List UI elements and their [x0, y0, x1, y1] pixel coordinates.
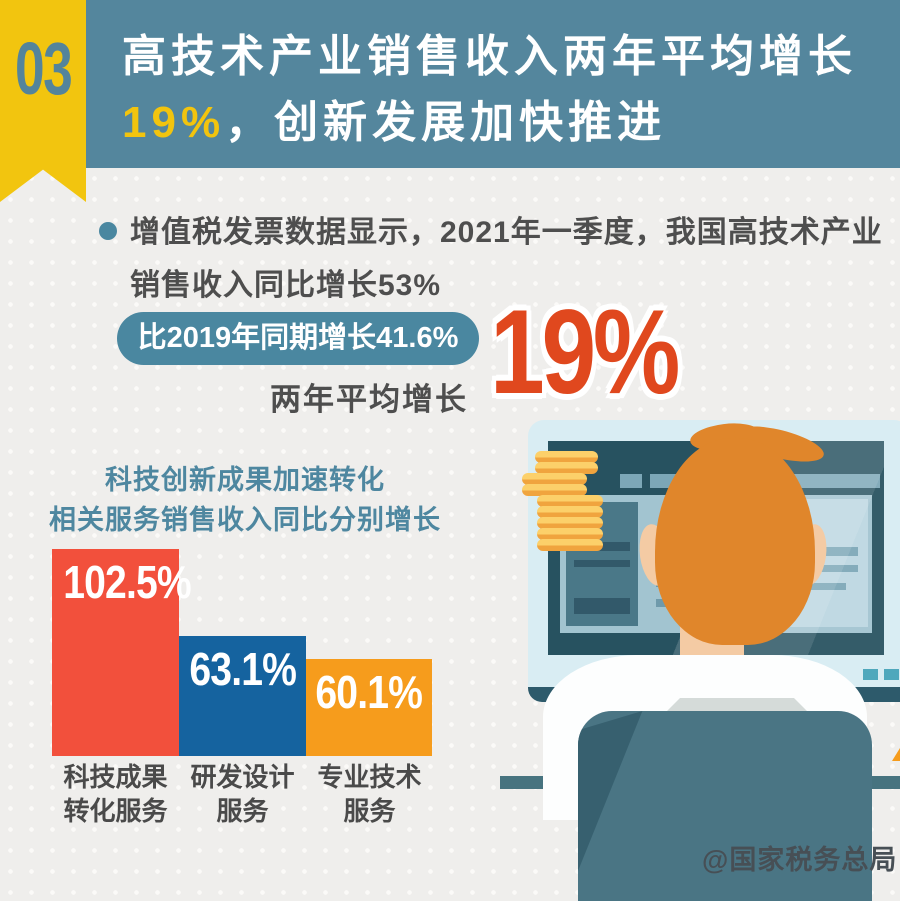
chart-title: 科技创新成果加速转化 相关服务销售收入同比分别增长 — [35, 460, 455, 540]
bar-category-line1: 科技成果 — [63, 762, 168, 792]
comparison-pill-text: 比2019年同期增长41.6% — [137, 322, 459, 354]
section-ribbon: 03 — [0, 0, 86, 202]
chair-shadow — [578, 711, 643, 871]
chart-title-line2: 相关服务销售收入同比分别增长 — [49, 505, 441, 535]
screen-text-line — [796, 565, 858, 572]
screen-text-line — [574, 560, 630, 567]
screen-tab — [786, 474, 880, 488]
page-title-highlight: 19% — [122, 98, 226, 147]
average-growth-value: 19% — [490, 285, 680, 419]
bullet-icon — [99, 222, 117, 240]
bar-value-label: 63.1% — [189, 643, 296, 695]
bar-value-label: 102.5% — [63, 556, 191, 608]
watermark: @国家税务总局 — [702, 845, 898, 875]
bar-category-line2: 服务 — [343, 796, 396, 826]
screen-tab — [620, 474, 642, 488]
bar-value-label: 60.1% — [315, 666, 423, 718]
comparison-pill: 比2019年同期增长41.6% — [117, 312, 479, 365]
bar-tech-achievement: 102.5% — [52, 549, 192, 756]
screen-text-line — [574, 598, 630, 614]
bar-category-line1: 研发设计 — [190, 762, 295, 792]
header-band: 高技术产业销售收入两年平均增长 19%，创新发展加快推进 — [0, 0, 900, 168]
bar-category-label: 科技成果 转化服务 — [52, 760, 179, 828]
section-number: 03 — [14, 27, 73, 110]
bar-category-label: 研发设计 服务 — [179, 760, 306, 828]
chair-back — [578, 711, 872, 901]
monitor-button — [863, 669, 878, 680]
screen-text-line — [796, 547, 858, 556]
page-title-line1: 高技术产业销售收入两年平均增长 — [122, 32, 857, 81]
chart-title-line1: 科技创新成果加速转化 — [105, 465, 385, 495]
intro-line2: 销售收入同比增长53% — [130, 269, 442, 302]
monitor-button — [884, 669, 899, 680]
desk-item-accent — [892, 748, 900, 761]
bar-professional-tech: 60.1% — [306, 659, 432, 756]
screen-text-line — [796, 583, 846, 590]
bar-rd-design: 63.1% — [179, 636, 306, 756]
page-title-line2: ，创新发展加快推进 — [225, 98, 667, 147]
person-head — [655, 438, 815, 645]
intro-line1: 增值税发票数据显示，2021年一季度，我国高技术产业 — [130, 216, 883, 249]
intro-paragraph: 增值税发票数据显示，2021年一季度，我国高技术产业 销售收入同比增长53% — [130, 206, 900, 312]
page-title: 高技术产业销售收入两年平均增长 19%，创新发展加快推进 — [122, 24, 892, 156]
bar-category-label: 专业技术 服务 — [306, 760, 433, 828]
bar-category-line2: 转化服务 — [63, 796, 168, 826]
bar-category-line1: 专业技术 — [317, 762, 422, 792]
average-growth-label: 两年平均增长 — [270, 382, 468, 417]
bar-category-line2: 服务 — [216, 796, 269, 826]
